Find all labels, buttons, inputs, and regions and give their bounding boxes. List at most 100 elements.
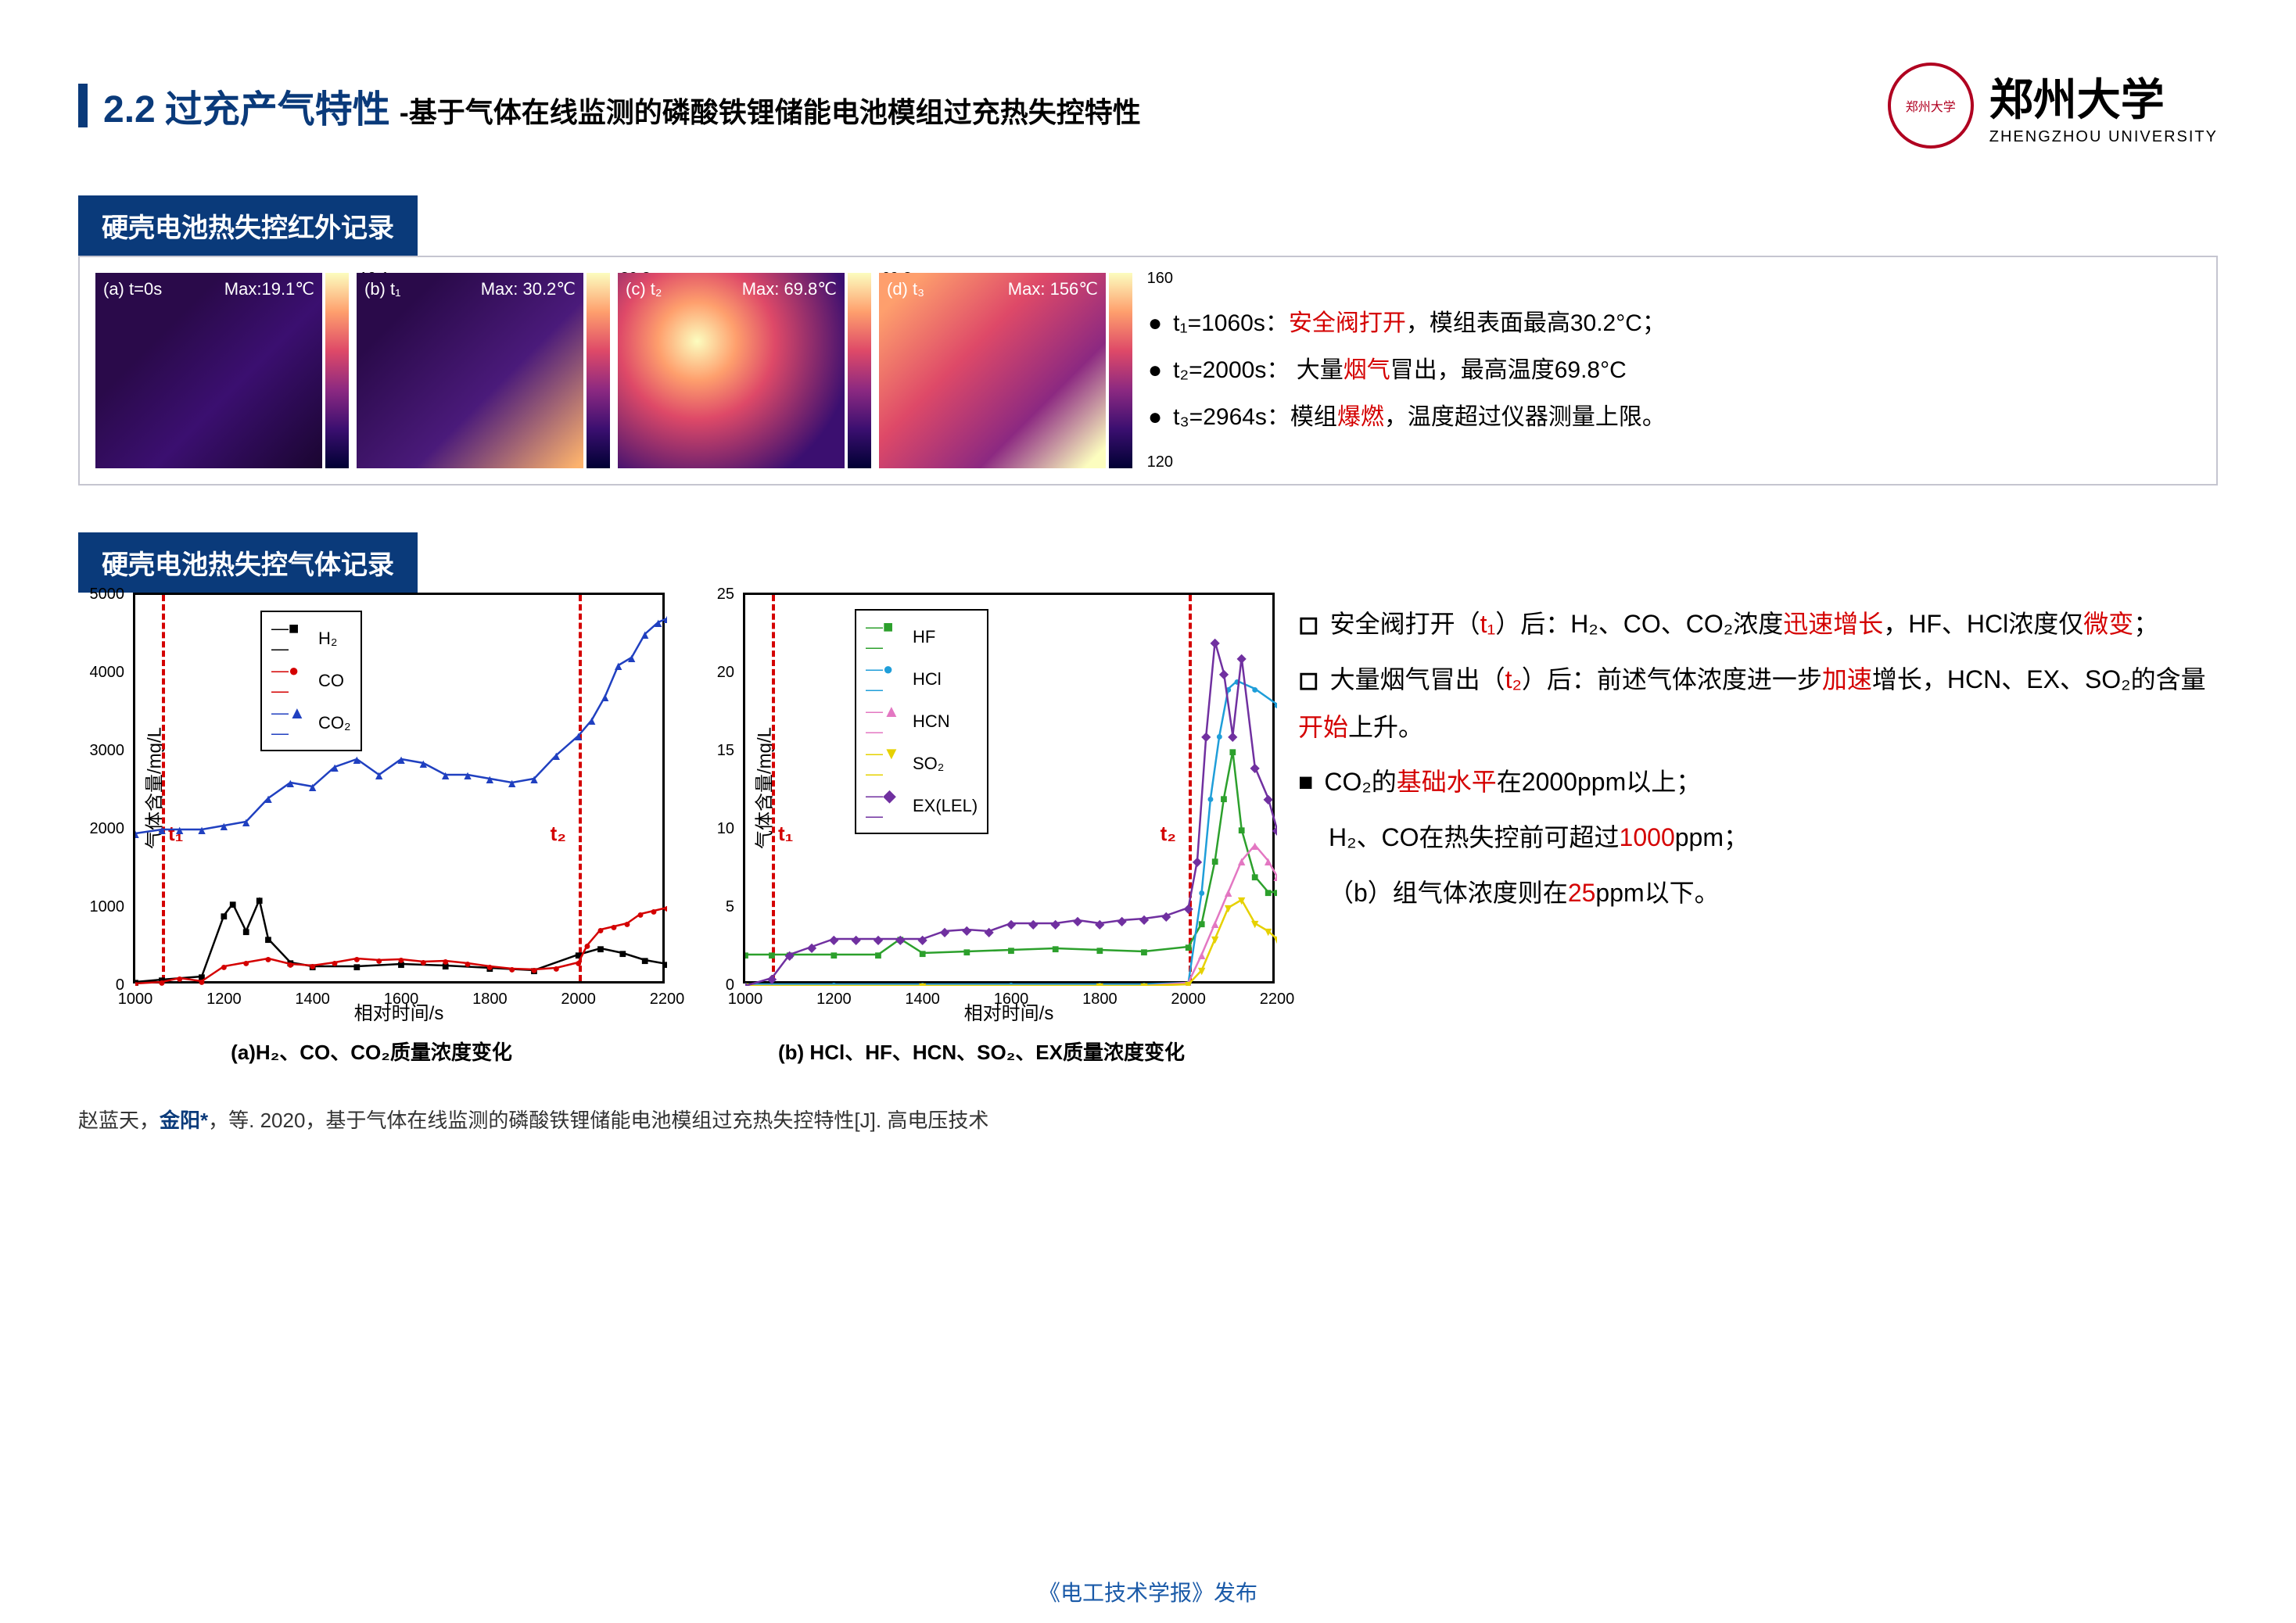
svg-text:◆: ◆ xyxy=(829,933,839,947)
gas-bullet: （b）组气体浓度则在25ppm以下。 xyxy=(1298,869,2218,917)
svg-text:▲: ▲ xyxy=(174,824,186,837)
svg-text:●: ● xyxy=(508,963,516,976)
svg-text:▲: ▲ xyxy=(572,730,585,743)
svg-text:■: ■ xyxy=(663,958,667,972)
gas-bullet: CO₂的基础水平在2000ppm以上； xyxy=(1298,758,2218,806)
gas-section: 硬壳电池热失控气体记录 气体含量/mg/L相对时间/s0100020003000… xyxy=(78,532,2218,1066)
ir-section-tag: 硬壳电池热失控红外记录 xyxy=(78,195,418,256)
legend-item: —●—CO xyxy=(271,661,351,701)
colorbar-min: 120 xyxy=(1147,453,1173,471)
ir-section: 硬壳电池热失控红外记录 (a) t=0s Max:19.1℃ 19.1 12 (… xyxy=(78,195,2218,485)
svg-text:●: ● xyxy=(650,905,658,919)
svg-text:◆: ◆ xyxy=(1051,918,1061,931)
legend-item: —▲—CO₂ xyxy=(271,703,351,743)
legend-item: —◆—EX(LEL) xyxy=(866,786,978,826)
svg-text:▲: ▲ xyxy=(350,754,363,767)
svg-text:▼: ▼ xyxy=(1222,902,1235,915)
svg-text:◆: ◆ xyxy=(1228,730,1238,743)
svg-text:◆: ◆ xyxy=(785,949,795,962)
chart-b-wrap: 气体含量/mg/L相对时间/s0510152025100012001400160… xyxy=(688,593,1275,1066)
svg-text:●: ● xyxy=(464,958,472,971)
svg-text:●: ● xyxy=(663,902,667,915)
svg-text:■: ■ xyxy=(229,898,237,912)
legend-item: —■—H₂ xyxy=(271,618,351,659)
svg-text:■: ■ xyxy=(1052,943,1060,956)
svg-text:▲: ▲ xyxy=(626,652,638,665)
x-tick: 2200 xyxy=(648,991,687,1009)
seal-icon: 郑州大学 xyxy=(1888,63,1974,149)
title-main: 过充产气特性 xyxy=(165,78,390,133)
x-tick: 2000 xyxy=(559,991,598,1009)
x-tick: 1400 xyxy=(903,991,942,1009)
svg-text:■: ■ xyxy=(1185,941,1193,955)
university-name-en: ZHENGZHOU UNIVERSITY xyxy=(1989,128,2218,146)
footer-publication: 《电工技术学报》发布 xyxy=(1039,1576,1257,1607)
svg-text:■: ■ xyxy=(1251,871,1259,884)
svg-text:▲: ▲ xyxy=(395,754,407,767)
svg-text:▲: ▲ xyxy=(217,820,230,833)
svg-text:◆: ◆ xyxy=(1193,855,1203,869)
svg-text:◆: ◆ xyxy=(962,924,972,937)
x-tick: 1200 xyxy=(814,991,853,1009)
colorbar: 30.8 12.7 xyxy=(587,273,610,468)
colorbar: 19.1 12 xyxy=(325,273,349,468)
svg-text:■: ■ xyxy=(1265,887,1272,900)
ir-image-item: (a) t=0s Max:19.1℃ 19.1 12 xyxy=(95,273,349,468)
svg-text:●: ● xyxy=(1007,979,1015,986)
svg-text:●: ● xyxy=(264,953,272,966)
svg-text:◆: ◆ xyxy=(1073,915,1083,928)
svg-text:▲: ▲ xyxy=(1262,855,1275,869)
svg-text:▲: ▲ xyxy=(483,773,496,786)
svg-text:■: ■ xyxy=(1198,918,1206,931)
ir-label: (a) t=0s xyxy=(103,279,162,299)
chart-legend: —■—H₂—●—CO—▲—CO₂ xyxy=(260,611,362,751)
chart-a-caption: (a)H₂、CO、CO₂质量浓度变化 xyxy=(231,1037,512,1066)
svg-text:●: ● xyxy=(375,955,383,968)
title-sub: -基于气体在线监测的磷酸铁锂储能电池模组过充热失控特性 xyxy=(400,90,1141,131)
svg-text:▼: ▼ xyxy=(1138,980,1150,986)
ir-image-item: (c) t₂ Max: 69.8℃ 69.8 14.9 xyxy=(618,273,871,468)
svg-text:▼: ▼ xyxy=(1209,933,1222,947)
colorbar: 69.8 14.9 xyxy=(848,273,871,468)
svg-text:◆: ◆ xyxy=(918,933,928,947)
thermal-image: (b) t₁ Max: 30.2℃ xyxy=(357,273,583,468)
svg-text:●: ● xyxy=(637,908,644,922)
x-tick: 1400 xyxy=(293,991,332,1009)
thermal-image: (d) t₃ Max: 156℃ xyxy=(879,273,1106,468)
ir-max-temp: Max: 69.8℃ xyxy=(742,279,837,299)
svg-text:◆: ◆ xyxy=(1211,636,1221,650)
y-tick: 5 xyxy=(698,898,734,916)
y-tick: 10 xyxy=(698,820,734,838)
svg-text:◆: ◆ xyxy=(1095,918,1105,931)
svg-text:■: ■ xyxy=(830,949,838,962)
y-tick: 5000 xyxy=(88,586,124,604)
svg-text:▲: ▲ xyxy=(262,793,274,806)
svg-text:▲: ▲ xyxy=(307,781,319,794)
chart-b-caption: (b) HCl、HF、HCN、SO₂、EX质量浓度变化 xyxy=(778,1037,1185,1066)
legend-item: —■—HF xyxy=(866,617,978,657)
ir-panel: (a) t=0s Max:19.1℃ 19.1 12 (b) t₁ Max: 3… xyxy=(78,256,2218,485)
svg-text:■: ■ xyxy=(1096,944,1103,958)
svg-text:◆: ◆ xyxy=(807,941,817,955)
gas-bullet: 安全阀打开（t₁）后：H₂、CO、CO₂浓度迅速增长，HF、HCl浓度仅微变； xyxy=(1298,600,2218,648)
thermal-image: (c) t₂ Max: 69.8℃ xyxy=(618,273,845,468)
svg-text:▲: ▲ xyxy=(439,769,452,783)
svg-text:■: ■ xyxy=(597,943,604,956)
svg-text:◆: ◆ xyxy=(1201,730,1211,743)
title-accent-bar xyxy=(78,84,88,127)
svg-text:▲: ▲ xyxy=(599,691,612,704)
gas-bullet: 大量烟气冒出（t₂）后：前述气体浓度进一步加速增长，HCN、EX、SO₂的含量开… xyxy=(1298,656,2218,751)
y-tick: 2000 xyxy=(88,820,124,838)
svg-text:■: ■ xyxy=(768,949,776,962)
svg-text:◆: ◆ xyxy=(852,933,862,947)
svg-text:●: ● xyxy=(135,978,139,986)
svg-text:●: ● xyxy=(442,955,450,969)
svg-text:▲: ▲ xyxy=(135,828,142,841)
ir-max-temp: Max:19.1℃ xyxy=(224,279,314,299)
svg-text:●: ● xyxy=(309,960,317,973)
svg-text:◆: ◆ xyxy=(895,933,906,947)
svg-text:▲: ▲ xyxy=(661,613,667,626)
svg-text:◆: ◆ xyxy=(1219,668,1229,681)
citation: 赵蓝天，金阳*，等. 2020，基于气体在线监测的磷酸铁锂储能电池模组过充热失控… xyxy=(78,1105,2218,1134)
chart-svg: ■■■■■■■■■■■■■■■■■■■■●●●●●●●●●●●●●●●●●●●●… xyxy=(135,595,667,986)
